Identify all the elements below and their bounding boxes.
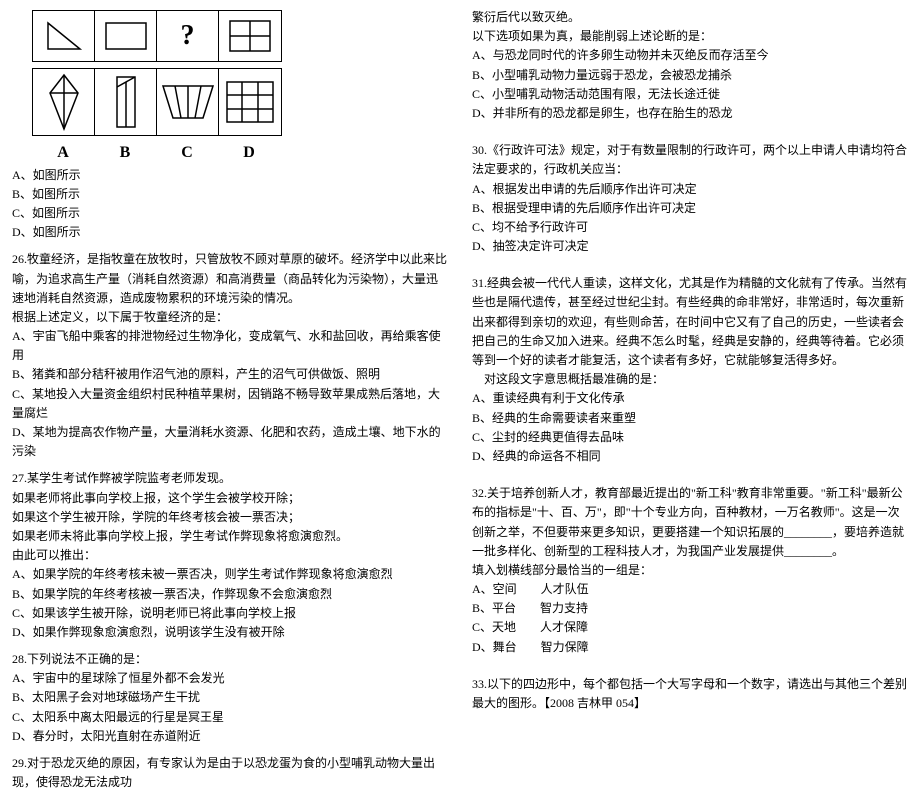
q28-num: 28. <box>12 652 27 666</box>
fig-opt-b <box>95 69 157 135</box>
q32-prompt: 填入划横线部分最恰当的一组是： <box>472 561 908 580</box>
q27-line3: 如果老师未将此事向学校上报，学生考试作弊现象将愈演愈烈。 <box>12 527 448 546</box>
q30-opt-d: D、抽签决定许可决定 <box>472 237 908 256</box>
q27-opt-c: C、如果该学生被开除，说明老师已将此事向学校上报 <box>12 604 448 623</box>
q28-text: 下列说法不正确的是： <box>27 652 147 666</box>
q25-options: A、如图所示 B、如图所示 C、如图所示 D、如图所示 <box>12 166 448 243</box>
opt-b: B、如图所示 <box>12 185 448 204</box>
fig-grid <box>219 11 281 61</box>
q32-opt-a: A、空间 人才队伍 <box>472 580 908 599</box>
q31-opt-c: C、尘封的经典更值得去品味 <box>472 428 908 447</box>
label-a: A <box>32 140 94 166</box>
opt-c: C、如图所示 <box>12 204 448 223</box>
q33-text: 以下的四边形中，每个都包括一个大写字母和一个数字，请选出与其他三个差别最大的图形… <box>472 677 907 710</box>
q27-line2: 如果这个学生被开除，学院的年终考核会被一票否决； <box>12 508 448 527</box>
answer-figure-row <box>32 68 282 136</box>
q26-opt-c: C、某地投入大量资金组织村民种植苹果树，因销路不畅导致苹果成熟后落地，大量腐烂 <box>12 385 448 423</box>
q28-opt-a: A、宇宙中的星球除了恒星外都不会发光 <box>12 669 448 688</box>
label-c: C <box>156 140 218 166</box>
q32-opt-c: C、天地 人才保障 <box>472 618 908 637</box>
q26-text: 牧童经济，是指牧童在放牧时，只管放牧不顾对草原的破坏。经济学中以此来比喻，为追求… <box>12 252 447 304</box>
q31: 31.经典会被一代代人重读，这样文化，尤其是作为精髓的文化就有了传承。当然有些也… <box>472 274 908 466</box>
q31-opt-b: B、经典的生命需要读者来重塑 <box>472 409 908 428</box>
fig-rectangle <box>95 11 157 61</box>
q31-opt-d: D、经典的命运各不相同 <box>472 447 908 466</box>
q26-opt-d: D、某地为提高农作物产量，大量消耗水资源、化肥和农药，造成土壤、地下水的污染 <box>12 423 448 461</box>
q26: 26.牧童经济，是指牧童在放牧时，只管放牧不顾对草原的破坏。经济学中以此来比喻，… <box>12 250 448 461</box>
q27-opt-a: A、如果学院的年终考核未被一票否决，则学生考试作弊现象将愈演愈烈 <box>12 565 448 584</box>
q27-text: 某学生考试作弊被学院监考老师发现。 <box>27 471 231 485</box>
q29-opt-c: C、小型哺乳动物活动范围有限，无法长途迁徙 <box>472 85 908 104</box>
label-b: B <box>94 140 156 166</box>
q32-num: 32. <box>472 486 487 500</box>
q30: 30.《行政许可法》规定，对于有数量限制的行政许可，两个以上申请人申请均符合法定… <box>472 141 908 256</box>
label-d: D <box>218 140 280 166</box>
q30-opt-c: C、均不给予行政许可 <box>472 218 908 237</box>
q29-opt-d: D、并非所有的恐龙都是卵生，也存在胎生的恐龙 <box>472 104 908 123</box>
q29-prompt: 以下选项如果为真，最能削弱上述论断的是： <box>472 27 908 46</box>
q27-opt-d: D、如果作弊现象愈演愈烈，说明该学生没有被开除 <box>12 623 448 642</box>
q27-line4: 由此可以推出： <box>12 546 448 565</box>
q33: 33.以下的四边形中，每个都包括一个大写字母和一个数字，请选出与其他三个差别最大… <box>472 675 908 713</box>
q29-text: 对于恐龙灭绝的原因，有专家认为是由于以恐龙蛋为食的小型哺乳动物大量出现，使得恐龙… <box>12 756 435 789</box>
q31-num: 31. <box>472 276 487 290</box>
q28-opt-b: B、太阳黑子会对地球磁场产生干扰 <box>12 688 448 707</box>
q28-opt-c: C、太阳系中离太阳最远的行星是冥王星 <box>12 708 448 727</box>
q27: 27.某学生考试作弊被学院监考老师发现。 如果老师将此事向学校上报，这个学生会被… <box>12 469 448 642</box>
q32-text: 关于培养创新人才，教育部最近提出的"新工科"教育非常重要。"新工科"最新公布的指… <box>472 486 904 558</box>
q29: 29.对于恐龙灭绝的原因，有专家认为是由于以恐龙蛋为食的小型哺乳动物大量出现，使… <box>12 754 448 792</box>
fig-question-mark: ? <box>157 11 219 61</box>
q27-line1: 如果老师将此事向学校上报，这个学生会被学校开除； <box>12 489 448 508</box>
q29-cont: 繁衍后代以致灭绝。 以下选项如果为真，最能削弱上述论断的是： A、与恐龙同时代的… <box>472 8 908 123</box>
fig-triangle <box>33 11 95 61</box>
left-column: ? <box>0 0 460 651</box>
q32-opt-b: B、平台 智力支持 <box>472 599 908 618</box>
question-figure-row1: ? <box>32 10 282 62</box>
q30-opt-b: B、根据受理申请的先后顺序作出许可决定 <box>472 199 908 218</box>
q31-prompt: 对这段文字意思概括最准确的是： <box>472 370 908 389</box>
q29-num: 29. <box>12 756 27 770</box>
q26-opt-a: A、宇宙飞船中乘客的排泄物经过生物净化，变成氧气、水和盐回收，再给乘客使用 <box>12 327 448 365</box>
q31-text: 经典会被一代代人重读，这样文化，尤其是作为精髓的文化就有了传承。当然有些也是隔代… <box>472 276 907 367</box>
q27-opt-b: B、如果学院的年终考核被一票否决，作弊现象不会愈演愈烈 <box>12 585 448 604</box>
q30-text: 《行政许可法》规定，对于有数量限制的行政许可，两个以上申请人申请均符合法定要求的… <box>472 143 907 176</box>
opt-a: A、如图所示 <box>12 166 448 185</box>
q32-opt-d: D、舞台 智力保障 <box>472 638 908 657</box>
fig-opt-a <box>33 69 95 135</box>
fig-opt-c <box>157 69 219 135</box>
q33-num: 33. <box>472 677 487 691</box>
q32: 32.关于培养创新人才，教育部最近提出的"新工科"教育非常重要。"新工科"最新公… <box>472 484 908 657</box>
opt-d: D、如图所示 <box>12 223 448 242</box>
q29-opt-a: A、与恐龙同时代的许多卵生动物并未灭绝反而存活至今 <box>472 46 908 65</box>
q28-opt-d: D、春分时，太阳光直射在赤道附近 <box>12 727 448 746</box>
q26-opt-b: B、猪粪和部分秸秆被用作沼气池的原料，产生的沼气可供做饭、照明 <box>12 365 448 384</box>
q29-opt-b: B、小型哺乳动物力量远弱于恐龙，会被恐龙捕杀 <box>472 66 908 85</box>
right-column: 繁衍后代以致灭绝。 以下选项如果为真，最能削弱上述论断的是： A、与恐龙同时代的… <box>460 0 920 651</box>
q31-opt-a: A、重读经典有利于文化传承 <box>472 389 908 408</box>
q26-num: 26. <box>12 252 27 266</box>
q26-prompt: 根据上述定义，以下属于牧童经济的是： <box>12 308 448 327</box>
q29-cont-text: 繁衍后代以致灭绝。 <box>472 8 908 27</box>
q30-num: 30. <box>472 143 487 157</box>
fig-opt-d <box>219 69 281 135</box>
q28: 28.下列说法不正确的是： A、宇宙中的星球除了恒星外都不会发光 B、太阳黑子会… <box>12 650 448 746</box>
q27-num: 27. <box>12 471 27 485</box>
q30-opt-a: A、根据发出申请的先后顺序作出许可决定 <box>472 180 908 199</box>
option-labels: A B C D <box>32 140 284 166</box>
